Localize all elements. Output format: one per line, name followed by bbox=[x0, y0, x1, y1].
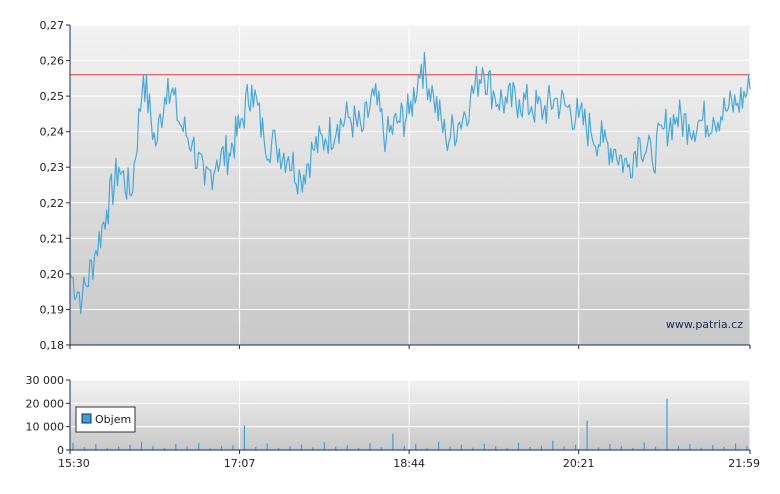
price-y-tick-label: 0,23 bbox=[40, 161, 65, 174]
volume-y-tick-label: 0 bbox=[57, 444, 64, 457]
x-tick-label: 18:44 bbox=[393, 457, 425, 470]
price-panel: 0,18 0,19 0,20 0,21 0,22 0,23 0,24 0,25 0,26 0,27 bbox=[40, 19, 751, 352]
price-y-tick-label: 0,27 bbox=[40, 19, 65, 32]
price-y-tick-label: 0,18 bbox=[40, 339, 65, 352]
price-y-tick-label: 0,22 bbox=[40, 197, 65, 210]
price-y-tick-label: 0,20 bbox=[40, 268, 65, 281]
volume-y-tick-label: 10 000 bbox=[26, 421, 65, 434]
x-tick-label: 17:07 bbox=[224, 457, 256, 470]
volume-y-tick-label: 20 000 bbox=[26, 397, 65, 410]
x-tick-label: 15:30 bbox=[58, 457, 90, 470]
legend-swatch bbox=[81, 413, 92, 424]
watermark-text: www.patria.cz bbox=[666, 318, 743, 331]
price-y-tick-label: 0,19 bbox=[40, 303, 65, 316]
price-y-tick-label: 0,25 bbox=[40, 90, 65, 103]
legend-label: Objem bbox=[95, 413, 131, 426]
price-y-tick-label: 0,24 bbox=[40, 126, 65, 139]
price-y-tick-label: 0,26 bbox=[40, 55, 65, 68]
volume-legend: Objem bbox=[75, 406, 136, 433]
price-y-tick-label: 0,21 bbox=[40, 232, 65, 245]
volume-y-tick-label: 30 000 bbox=[26, 374, 65, 387]
volume-panel: 0 10 000 20 000 30 000 15:30 17:07 18:44 20:21 2… bbox=[26, 374, 761, 470]
x-tick-label: 20:21 bbox=[563, 457, 595, 470]
price-plot-area bbox=[70, 25, 750, 345]
x-tick-label: 21:59 bbox=[728, 457, 760, 470]
price-series-line bbox=[69, 51, 751, 315]
volume-plot-area bbox=[70, 380, 750, 450]
